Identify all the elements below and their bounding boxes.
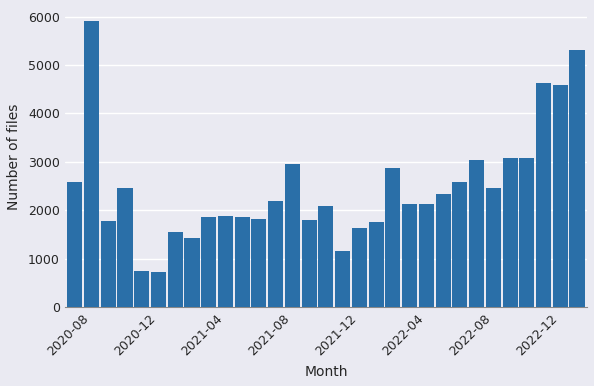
Bar — [118, 188, 132, 307]
Bar — [218, 216, 233, 307]
Bar — [318, 206, 333, 307]
Bar — [235, 217, 249, 307]
Bar — [536, 83, 551, 307]
Bar — [402, 203, 417, 307]
Bar — [435, 194, 451, 307]
Bar — [519, 158, 535, 307]
Bar — [67, 182, 83, 307]
Bar — [201, 217, 216, 307]
Bar — [369, 222, 384, 307]
Bar — [251, 220, 267, 307]
Bar — [84, 20, 99, 307]
Bar — [452, 182, 467, 307]
Bar — [352, 228, 367, 307]
Bar — [503, 159, 517, 307]
Bar — [570, 49, 584, 307]
Bar — [101, 221, 116, 307]
X-axis label: Month: Month — [304, 365, 347, 379]
Bar — [168, 232, 183, 307]
Bar — [469, 160, 484, 307]
Bar — [302, 220, 317, 307]
Bar — [285, 164, 300, 307]
Bar — [419, 204, 434, 307]
Bar — [134, 271, 149, 307]
Bar — [268, 201, 283, 307]
Y-axis label: Number of files: Number of files — [7, 104, 21, 210]
Bar — [151, 272, 166, 307]
Bar — [486, 188, 501, 307]
Bar — [185, 238, 200, 307]
Bar — [335, 251, 350, 307]
Bar — [553, 85, 568, 307]
Bar — [386, 168, 400, 307]
